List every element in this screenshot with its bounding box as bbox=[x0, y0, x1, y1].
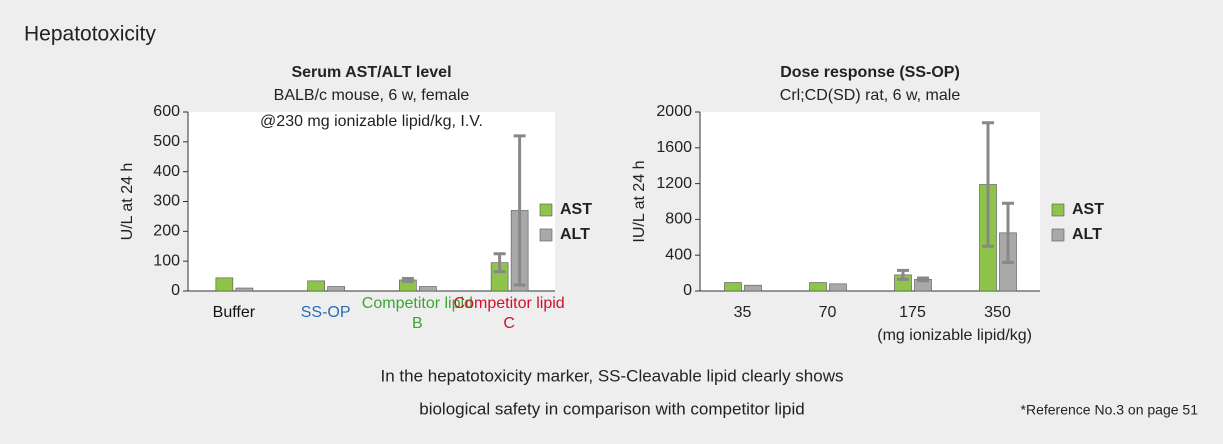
plot-area bbox=[188, 112, 555, 291]
legend-swatch bbox=[1051, 228, 1065, 242]
y-tick-label: 200 bbox=[153, 223, 180, 240]
y-tick-label: 800 bbox=[665, 211, 692, 228]
y-axis-label: U/L at 24 h bbox=[119, 163, 136, 241]
error-bar bbox=[493, 252, 506, 274]
y-axis-label: IU/L at 24 h bbox=[631, 160, 648, 242]
y-tick-label: 1200 bbox=[656, 175, 692, 192]
error-bar bbox=[513, 134, 526, 287]
x-axis-label: (mg ionizable lipid/kg) bbox=[877, 327, 1032, 344]
annotation: @230 mg ionizable lipid/kg, I.V. bbox=[260, 113, 483, 130]
y-tick-label: 2000 bbox=[656, 103, 692, 120]
y-tick-label: 0 bbox=[683, 282, 692, 299]
x-tick-label-line: B bbox=[412, 315, 423, 332]
y-tick-label: 1600 bbox=[656, 139, 692, 156]
x-tick-label-line: C bbox=[503, 315, 515, 332]
error-bar bbox=[1002, 201, 1014, 264]
caption: biological safety in comparison with com… bbox=[419, 399, 805, 418]
y-tick-label: 500 bbox=[153, 133, 180, 150]
error-bar bbox=[982, 121, 994, 248]
chart-title: Serum AST/ALT level bbox=[291, 64, 451, 81]
legend-swatch bbox=[539, 228, 553, 242]
x-tick-label: 175 bbox=[899, 304, 926, 321]
legend-label: AST bbox=[560, 201, 592, 218]
bar bbox=[419, 286, 437, 292]
bar bbox=[215, 277, 234, 292]
caption: In the hepatotoxicity marker, SS-Cleavab… bbox=[381, 366, 844, 385]
y-tick-label: 400 bbox=[153, 163, 180, 180]
bar bbox=[235, 287, 254, 292]
error-bar bbox=[401, 276, 414, 283]
legend-label: AST bbox=[1072, 201, 1104, 218]
x-tick-label: Competitor lipid B bbox=[362, 295, 473, 332]
x-tick-label-line: Competitor lipid bbox=[454, 295, 565, 312]
x-tick-label: 350 bbox=[984, 304, 1011, 321]
bar bbox=[744, 284, 762, 292]
footnote: *Reference No.3 on page 51 bbox=[1021, 402, 1199, 418]
bar bbox=[327, 286, 345, 292]
error-bar bbox=[917, 276, 929, 283]
y-tick-label: 300 bbox=[153, 193, 180, 210]
y-tick-label: 400 bbox=[665, 246, 692, 263]
y-tick-label: 600 bbox=[153, 103, 180, 120]
bar bbox=[809, 282, 827, 292]
x-tick-label-line: Competitor lipid bbox=[362, 295, 473, 312]
bar bbox=[829, 283, 847, 292]
y-tick-label: 0 bbox=[171, 282, 180, 299]
x-tick-label: SS-OP bbox=[301, 304, 351, 321]
heading: Hepatotoxicity bbox=[24, 23, 156, 46]
error-bar bbox=[897, 268, 909, 281]
chart-subtitle: BALB/c mouse, 6 w, female bbox=[274, 87, 470, 104]
legend-swatch bbox=[1051, 203, 1065, 217]
x-tick-label: Buffer bbox=[213, 304, 256, 321]
x-tick-label: Competitor lipid C bbox=[454, 295, 565, 332]
legend-label: ALT bbox=[560, 226, 590, 243]
x-tick-label: 70 bbox=[819, 304, 837, 321]
legend-label: ALT bbox=[1072, 226, 1102, 243]
bar bbox=[724, 282, 742, 292]
chart-title: Dose response (SS-OP) bbox=[780, 64, 960, 81]
bar bbox=[307, 280, 325, 292]
legend-swatch bbox=[539, 203, 553, 217]
x-tick-label: 35 bbox=[734, 304, 752, 321]
y-tick-label: 100 bbox=[153, 252, 180, 269]
chart-subtitle: Crl;CD(SD) rat, 6 w, male bbox=[780, 87, 961, 104]
